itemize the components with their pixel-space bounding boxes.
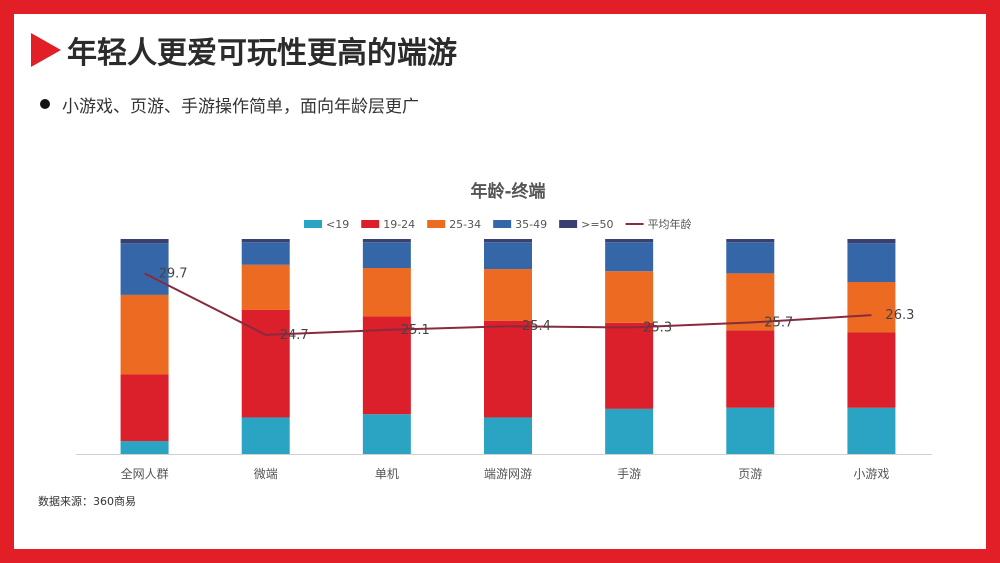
x-tick-label: 端游网游	[484, 467, 532, 481]
bar-segment	[726, 330, 775, 408]
source-note: 数据来源：360商易	[38, 495, 136, 508]
legend-label: 平均年龄	[648, 217, 692, 231]
legend-swatch	[427, 220, 446, 228]
average-age-label: 25.7	[764, 316, 793, 331]
bar-segment	[847, 239, 896, 244]
legend-swatch	[493, 220, 512, 228]
average-age-label: 26.3	[885, 308, 914, 323]
bar-segment	[120, 294, 169, 375]
x-tick-label: 手游	[617, 467, 641, 481]
bar-segment	[847, 407, 896, 454]
bullet-dot-icon	[40, 99, 50, 109]
average-age-label: 29.7	[159, 266, 188, 281]
bar-segment	[484, 417, 532, 454]
bar-segment	[847, 332, 896, 408]
bar-segment	[241, 309, 290, 418]
title-triangle-icon	[31, 33, 61, 67]
legend-swatch	[361, 220, 380, 228]
bar-segment	[484, 242, 532, 270]
average-age-label: 24.7	[280, 328, 309, 343]
chart-title: 年龄-终端	[470, 181, 545, 202]
legend-swatch	[559, 220, 578, 228]
bar-segment	[605, 271, 654, 323]
bar-segment	[847, 282, 896, 333]
bullet-text: 小游戏、页游、手游操作简单，面向年龄层更广	[62, 97, 419, 117]
bar-segment	[847, 243, 896, 282]
x-tick-label: 全网人群	[121, 466, 169, 481]
x-tick-label: 页游	[738, 467, 762, 481]
bar-segment	[362, 268, 411, 317]
bar-segment	[362, 316, 411, 415]
bar-segment	[362, 414, 411, 454]
legend-label: 19-24	[383, 218, 415, 231]
bar-segment	[241, 417, 290, 454]
average-age-label: 25.1	[401, 323, 430, 338]
bar-segment	[726, 239, 775, 243]
bar-segment	[484, 239, 532, 243]
x-tick-label: 微端	[254, 467, 278, 481]
bar-segment	[726, 242, 775, 274]
slide-title: 年轻人更爱可玩性更高的端游	[67, 36, 457, 71]
x-tick-label: 小游戏	[853, 467, 889, 481]
legend-label: <19	[326, 218, 349, 231]
bar-segment	[484, 269, 532, 321]
bar-segment	[605, 239, 654, 243]
bar-segment	[484, 320, 532, 418]
legend-label: 25-34	[449, 218, 481, 231]
average-age-line	[144, 272, 872, 336]
average-age-label: 25.3	[643, 320, 672, 335]
bar-segment	[241, 239, 290, 243]
legend-label: 35-49	[515, 218, 547, 231]
x-tick-label: 单机	[375, 467, 399, 481]
bar-segment	[120, 374, 169, 442]
average-age-label: 25.4	[522, 319, 551, 334]
bar-segment	[726, 407, 775, 454]
bar-segment	[120, 243, 169, 295]
bar-segment	[241, 264, 290, 310]
legend-swatch	[304, 220, 322, 228]
bar-segment	[120, 441, 169, 454]
legend-label: >=50	[581, 218, 613, 231]
bar-segment	[605, 242, 654, 272]
bar-segment	[362, 239, 411, 243]
bar-segment	[605, 322, 654, 409]
bar-segment	[362, 242, 411, 269]
bar-segment	[241, 242, 290, 265]
bar-segment	[605, 408, 654, 454]
bar-segment	[120, 239, 169, 244]
